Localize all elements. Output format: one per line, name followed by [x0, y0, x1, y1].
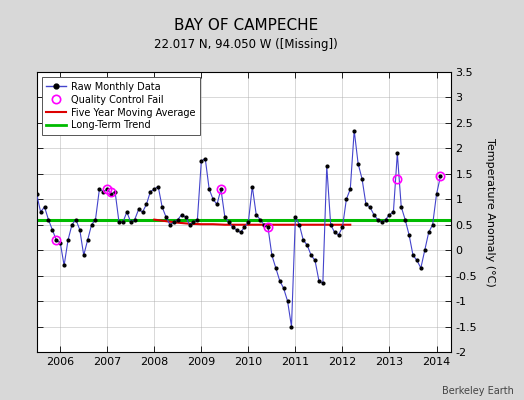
Text: BAY OF CAMPECHE: BAY OF CAMPECHE — [174, 18, 319, 33]
Legend: Raw Monthly Data, Quality Control Fail, Five Year Moving Average, Long-Term Tren: Raw Monthly Data, Quality Control Fail, … — [41, 77, 200, 135]
Text: Berkeley Earth: Berkeley Earth — [442, 386, 514, 396]
Y-axis label: Temperature Anomaly (°C): Temperature Anomaly (°C) — [485, 138, 496, 286]
Text: 22.017 N, 94.050 W ([Missing]): 22.017 N, 94.050 W ([Missing]) — [155, 38, 338, 51]
